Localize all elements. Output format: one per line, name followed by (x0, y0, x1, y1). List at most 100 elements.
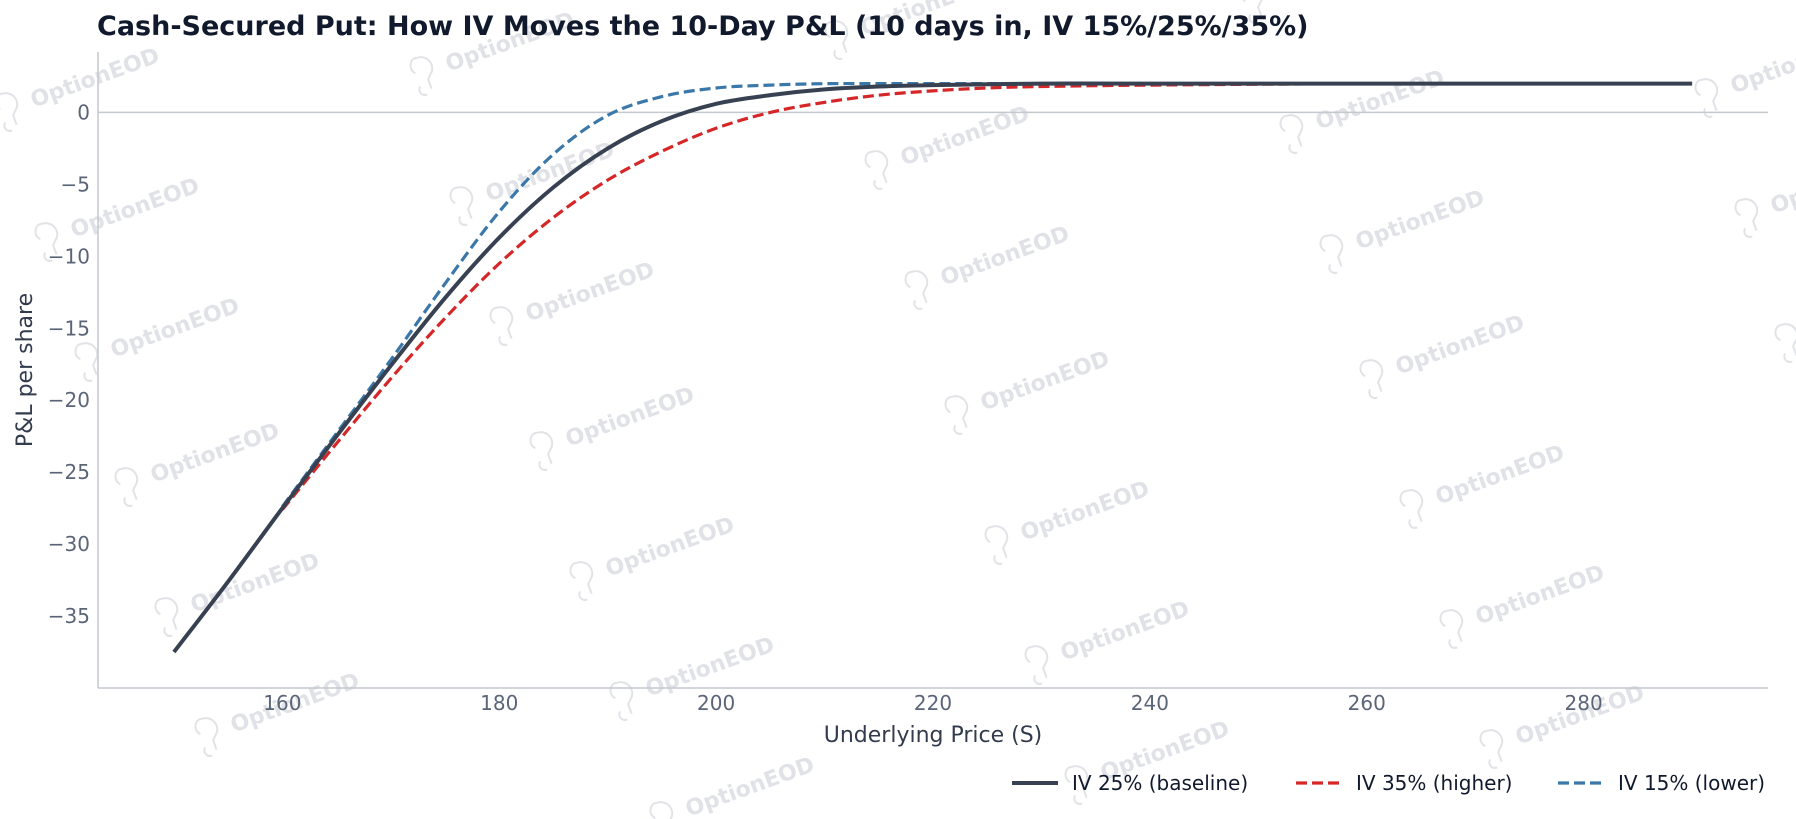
watermark-logo-icon (34, 222, 59, 262)
watermark-text: OptionEOD (977, 347, 1113, 417)
watermark-text: OptionEOD (602, 513, 738, 583)
watermark: OptionEOD (609, 633, 778, 721)
watermark-logo-icon (1694, 78, 1719, 118)
watermark-logo-icon (409, 56, 434, 96)
y-tick-label: 0 (77, 100, 90, 124)
watermark-text: OptionEOD (1432, 441, 1568, 511)
series-line (281, 81, 1693, 508)
legend-label: IV 15% (lower) (1618, 771, 1765, 795)
watermark-text: OptionEOD (522, 258, 658, 328)
x-tick-label: 160 (263, 691, 301, 715)
watermark-text: OptionEOD (682, 753, 818, 819)
watermark-logo-icon (1024, 645, 1049, 685)
watermark: OptionEOD (649, 753, 818, 819)
y-tick-label: −30 (48, 532, 90, 556)
x-tick-label: 180 (480, 691, 518, 715)
watermark: OptionEOD (489, 258, 658, 346)
watermark: OptionEOD (1359, 311, 1528, 399)
watermark-logo-icon (449, 186, 474, 226)
y-tick-label: −5 (61, 172, 90, 196)
watermark: OptionEOD (1024, 597, 1193, 685)
watermark-logo-icon (74, 342, 99, 382)
watermark-logo-icon (1064, 765, 1089, 805)
y-tick-label: −35 (48, 604, 90, 628)
series-line (172, 81, 1693, 654)
watermark: OptionEOD (74, 294, 243, 382)
y-axis-label: P&L per share (13, 293, 38, 447)
watermark: OptionEOD (1694, 30, 1796, 118)
watermark-logo-icon (489, 306, 514, 346)
watermark-logo-icon (569, 561, 594, 601)
x-tick-labels: 160 180 200 220 240 260 280 (263, 691, 1602, 715)
watermark-text: OptionEOD (1272, 0, 1408, 5)
watermark-text: OptionEOD (107, 294, 243, 364)
series-lines (172, 81, 1693, 654)
x-tick-label: 220 (914, 691, 952, 715)
x-tick-label: 260 (1348, 691, 1386, 715)
watermark-logo-icon (1439, 609, 1464, 649)
watermark: OptionEOD (154, 549, 323, 637)
watermark-logo-icon (1279, 114, 1304, 154)
watermark-logo-icon (944, 395, 969, 435)
y-tick-labels: 0 −5 −10 −15 −20 −25 −30 −35 (48, 100, 90, 628)
watermark-text: OptionEOD (1057, 597, 1193, 667)
watermark-logo-icon (0, 92, 19, 132)
chart-title: Cash-Secured Put: How IV Moves the 10-Da… (97, 11, 1309, 42)
watermark-logo-icon (1774, 323, 1796, 363)
watermark: OptionEOD (1734, 150, 1796, 238)
y-tick-label: −10 (48, 244, 90, 268)
x-tick-label: 280 (1565, 691, 1603, 715)
watermark: OptionEOD (944, 347, 1113, 435)
watermark: OptionEOD (984, 477, 1153, 565)
legend-label: IV 35% (higher) (1356, 771, 1512, 795)
watermark-logo-icon (114, 467, 139, 507)
watermark: OptionEOD (449, 138, 618, 226)
watermark-logo-icon (1479, 729, 1504, 769)
watermark-logo-icon (529, 431, 554, 471)
watermark: OptionEOD (114, 419, 283, 507)
watermark-logo-icon (864, 150, 889, 190)
watermark-logo-icon (984, 525, 1009, 565)
legend-label: IV 25% (baseline) (1072, 771, 1248, 795)
watermark-text: OptionEOD (1727, 30, 1796, 100)
watermark-logo-icon (824, 20, 849, 60)
watermark-logo-icon (194, 717, 219, 757)
watermark-logo-icon (1319, 234, 1344, 274)
watermark-text: OptionEOD (147, 419, 283, 489)
watermark: OptionEOD (1479, 681, 1648, 769)
watermark-text: OptionEOD (482, 138, 618, 208)
watermark: OptionEOD (1319, 186, 1488, 274)
watermark-text: OptionEOD (937, 222, 1073, 292)
y-tick-label: −20 (48, 388, 90, 412)
watermark-text: OptionEOD (27, 44, 163, 114)
series-line (281, 81, 1693, 511)
watermark-text: OptionEOD (1312, 66, 1448, 136)
watermark-logo-icon (1239, 0, 1264, 24)
watermark-text: OptionEOD (1472, 561, 1608, 631)
watermark: OptionEOD (904, 222, 1073, 310)
watermark: OptionEOD (1439, 561, 1608, 649)
y-tick-label: −15 (48, 316, 90, 340)
watermark: OptionEOD (1279, 66, 1448, 154)
watermark-text: OptionEOD (1392, 311, 1528, 381)
x-tick-label: 200 (697, 691, 735, 715)
watermark: OptionEOD (569, 513, 738, 601)
watermark-text: OptionEOD (1767, 150, 1796, 220)
x-tick-label: 240 (1131, 691, 1169, 715)
legend: IV 25% (baseline) IV 35% (higher) IV 15% (… (1012, 771, 1765, 795)
watermark-logo-icon (904, 270, 929, 310)
watermark-logo-icon (1359, 359, 1384, 399)
watermark: OptionEOD (529, 383, 698, 471)
watermark-logo-icon (649, 801, 674, 819)
x-axis-label: Underlying Price (S) (824, 723, 1043, 748)
watermark-logo-icon (1399, 489, 1424, 529)
watermark-logo-icon (154, 597, 179, 637)
watermark-logo-icon (1734, 198, 1759, 238)
watermark-text: OptionEOD (1017, 477, 1153, 547)
watermark: OptionEOD (1399, 441, 1568, 529)
y-tick-label: −25 (48, 460, 90, 484)
watermark-text: OptionEOD (1352, 186, 1488, 256)
watermark-logo-icon (609, 681, 634, 721)
watermark: OptionEOD (1774, 323, 1796, 363)
